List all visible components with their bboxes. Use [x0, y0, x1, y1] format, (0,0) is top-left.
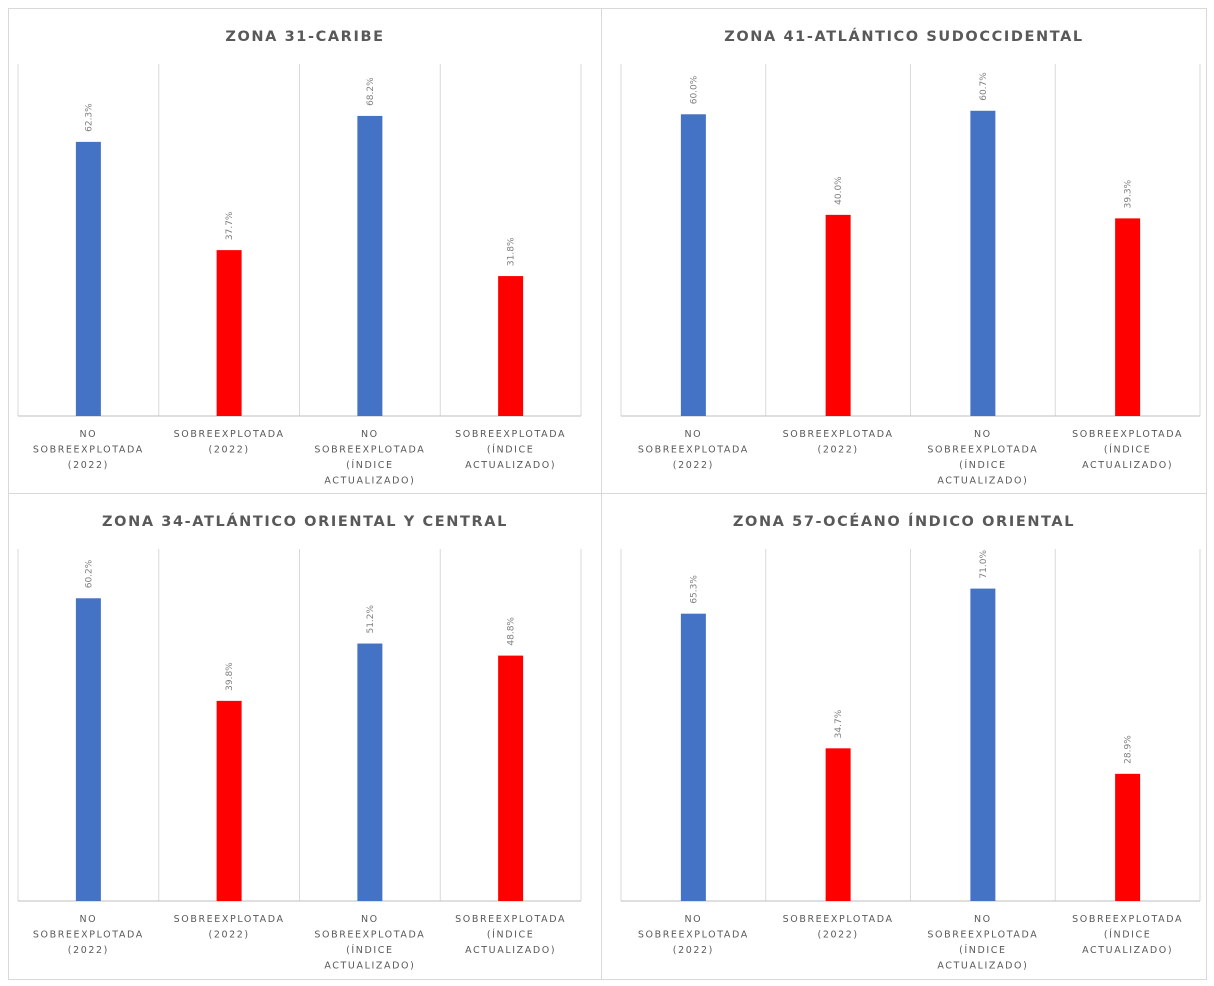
category-tick-label: NO — [974, 914, 992, 925]
category-tick-label: ACTUALIZADO) — [937, 476, 1028, 487]
data-label: 39.8% — [225, 662, 235, 691]
bar-chart-zona-41: 60.0% NO SOBREEXPLOTADA (2022) 40.0% SOBREEXP… — [620, 64, 1201, 487]
chart-title: ZONA 31-CARIBE — [225, 29, 385, 45]
data-label: 60.2% — [84, 559, 94, 588]
category-tick-label: (2022) — [209, 930, 250, 941]
bar — [498, 655, 524, 901]
bar-chart-zona-57: 65.3% NO SOBREEXPLOTADA (2022) 34.7% SOBREEXP… — [620, 549, 1201, 972]
bar — [825, 748, 851, 901]
category-tick-label: NO — [684, 914, 702, 925]
category-tick-label: (2022) — [818, 445, 859, 456]
bar — [216, 250, 242, 416]
category-tick-label: SOBREEXPLOTADA — [1072, 914, 1183, 925]
data-label: 60.0% — [689, 75, 699, 104]
data-label: 48.8% — [507, 617, 517, 646]
bar — [357, 643, 383, 901]
category-tick-label: SOBREEXPLOTADA — [455, 429, 566, 440]
data-label: 51.2% — [366, 604, 376, 633]
data-label: 62.3% — [84, 103, 94, 132]
chart-panel-zona-41: ZONA 41-ATLÁNTICO SUDOCCIDENTAL 60.0% NO S… — [601, 8, 1207, 494]
category-tick-label: ACTUALIZADO) — [324, 476, 415, 487]
category-tick-label: SOBREEXPLOTADA — [174, 429, 285, 440]
category-tick-label: SOBREEXPLOTADA — [33, 930, 144, 941]
category-tick-label: ACTUALIZADO) — [324, 961, 415, 972]
category-tick-label: (ÍNDICE — [487, 929, 535, 941]
category-tick-label: SOBREEXPLOTADA — [314, 445, 425, 456]
data-label: 40.0% — [834, 176, 844, 205]
bar — [75, 141, 101, 416]
data-label: 28.9% — [1124, 735, 1134, 764]
category-tick-label: (ÍNDICE — [959, 459, 1007, 471]
category-tick-label: NO — [79, 429, 97, 440]
bar — [970, 110, 996, 416]
category-tick-label: (ÍNDICE — [346, 944, 394, 956]
data-label: 71.0% — [979, 550, 989, 579]
category-tick-label: NO — [361, 429, 379, 440]
data-label: 60.7% — [979, 72, 989, 101]
chart-title: ZONA 34-ATLÁNTICO ORIENTAL Y CENTRAL — [102, 514, 508, 530]
category-tick-label: NO — [79, 914, 97, 925]
category-tick-label: SOBREEXPLOTADA — [33, 445, 144, 456]
category-tick-label: ACTUALIZADO) — [1082, 460, 1173, 471]
category-tick-label: NO — [361, 914, 379, 925]
chart-panel-zona-31: ZONA 31-CARIBE 62.3% NO SOBREEXPLOTADA (202… — [8, 8, 602, 494]
category-tick-label: (2022) — [68, 460, 109, 471]
category-tick-label: (2022) — [68, 945, 109, 956]
category-tick-label: NO — [684, 429, 702, 440]
category-tick-label: SOBREEXPLOTADA — [638, 930, 749, 941]
chart-title: ZONA 41-ATLÁNTICO SUDOCCIDENTAL — [724, 29, 1084, 45]
category-tick-label: ACTUALIZADO) — [465, 945, 556, 956]
bar — [680, 114, 706, 417]
bar — [970, 588, 996, 901]
data-label: 65.3% — [689, 575, 699, 604]
category-tick-label: ACTUALIZADO) — [1082, 945, 1173, 956]
category-tick-label: (2022) — [673, 945, 714, 956]
category-tick-label: (2022) — [209, 445, 250, 456]
category-tick-label: (ÍNDICE — [1104, 929, 1152, 941]
category-tick-label: (ÍNDICE — [487, 444, 535, 456]
bar — [216, 700, 242, 901]
bar — [825, 214, 851, 416]
category-tick-label: SOBREEXPLOTADA — [314, 930, 425, 941]
category-tick-label: SOBREEXPLOTADA — [455, 914, 566, 925]
bar — [75, 598, 101, 901]
category-tick-label: SOBREEXPLOTADA — [927, 930, 1038, 941]
category-tick-label: ACTUALIZADO) — [465, 460, 556, 471]
data-label: 37.7% — [225, 211, 235, 240]
category-tick-label: NO — [974, 429, 992, 440]
data-label: 31.8% — [507, 237, 517, 266]
chart-panel-zona-57: ZONA 57-OCÉANO ÍNDICO ORIENTAL 65.3% NO SO… — [601, 493, 1207, 980]
category-tick-label: (ÍNDICE — [959, 944, 1007, 956]
data-label: 68.2% — [366, 77, 376, 106]
category-tick-label: SOBREEXPLOTADA — [1072, 429, 1183, 440]
category-tick-label: (2022) — [673, 460, 714, 471]
chart-panel-zona-34: ZONA 34-ATLÁNTICO ORIENTAL Y CENTRAL 60.… — [8, 493, 602, 980]
category-tick-label: SOBREEXPLOTADA — [174, 914, 285, 925]
bar-chart-zona-31: 62.3% NO SOBREEXPLOTADA (2022) 37.7% SOBREEXP… — [17, 64, 582, 487]
bar — [1115, 773, 1141, 901]
category-tick-label: SOBREEXPLOTADA — [927, 445, 1038, 456]
bar — [680, 613, 706, 901]
bar — [498, 276, 524, 416]
category-tick-label: SOBREEXPLOTADA — [783, 429, 894, 440]
category-tick-label: SOBREEXPLOTADA — [638, 445, 749, 456]
bar-chart-zona-34: 60.2% NO SOBREEXPLOTADA (2022) 39.8% SOBREEXP… — [17, 549, 582, 972]
bar — [357, 115, 383, 417]
category-tick-label: ACTUALIZADO) — [937, 961, 1028, 972]
bar — [1115, 218, 1141, 416]
chart-title: ZONA 57-OCÉANO ÍNDICO ORIENTAL — [732, 514, 1076, 530]
category-tick-label: (2022) — [818, 930, 859, 941]
category-tick-label: SOBREEXPLOTADA — [783, 914, 894, 925]
data-label: 39.3% — [1124, 179, 1134, 208]
category-tick-label: (ÍNDICE — [346, 459, 394, 471]
data-label: 34.7% — [834, 709, 844, 738]
category-tick-label: (ÍNDICE — [1104, 444, 1152, 456]
